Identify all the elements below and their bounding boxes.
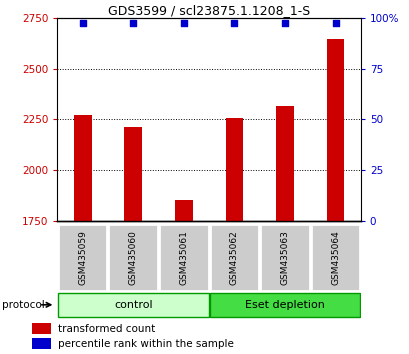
Bar xyxy=(58,293,208,317)
Text: control: control xyxy=(114,300,152,310)
Bar xyxy=(209,224,258,291)
Bar xyxy=(74,115,91,221)
Text: GSM435064: GSM435064 xyxy=(330,230,339,285)
Point xyxy=(130,20,136,25)
Bar xyxy=(175,200,192,221)
Text: protocol: protocol xyxy=(2,300,45,310)
Text: Eset depletion: Eset depletion xyxy=(245,300,324,310)
Title: GDS3599 / scl23875.1.1208_1-S: GDS3599 / scl23875.1.1208_1-S xyxy=(108,4,310,17)
Text: GSM435062: GSM435062 xyxy=(229,230,238,285)
Bar xyxy=(310,224,360,291)
Bar xyxy=(32,338,51,349)
Text: percentile rank within the sample: percentile rank within the sample xyxy=(58,339,234,349)
Text: GSM435063: GSM435063 xyxy=(280,230,289,285)
Bar xyxy=(260,224,309,291)
Point xyxy=(281,20,288,25)
Bar xyxy=(209,293,360,317)
Text: transformed count: transformed count xyxy=(58,324,155,334)
Bar xyxy=(159,224,208,291)
Bar xyxy=(124,127,142,221)
Bar xyxy=(275,106,293,221)
Text: GSM435061: GSM435061 xyxy=(179,230,188,285)
Bar xyxy=(58,224,107,291)
Bar xyxy=(326,39,344,221)
Bar xyxy=(225,119,243,221)
Point xyxy=(331,20,338,25)
Text: GSM435059: GSM435059 xyxy=(78,230,87,285)
Text: GSM435060: GSM435060 xyxy=(128,230,137,285)
Point xyxy=(79,20,86,25)
Bar xyxy=(32,324,51,334)
Point xyxy=(231,20,237,25)
Bar xyxy=(108,224,157,291)
Point xyxy=(180,20,187,25)
